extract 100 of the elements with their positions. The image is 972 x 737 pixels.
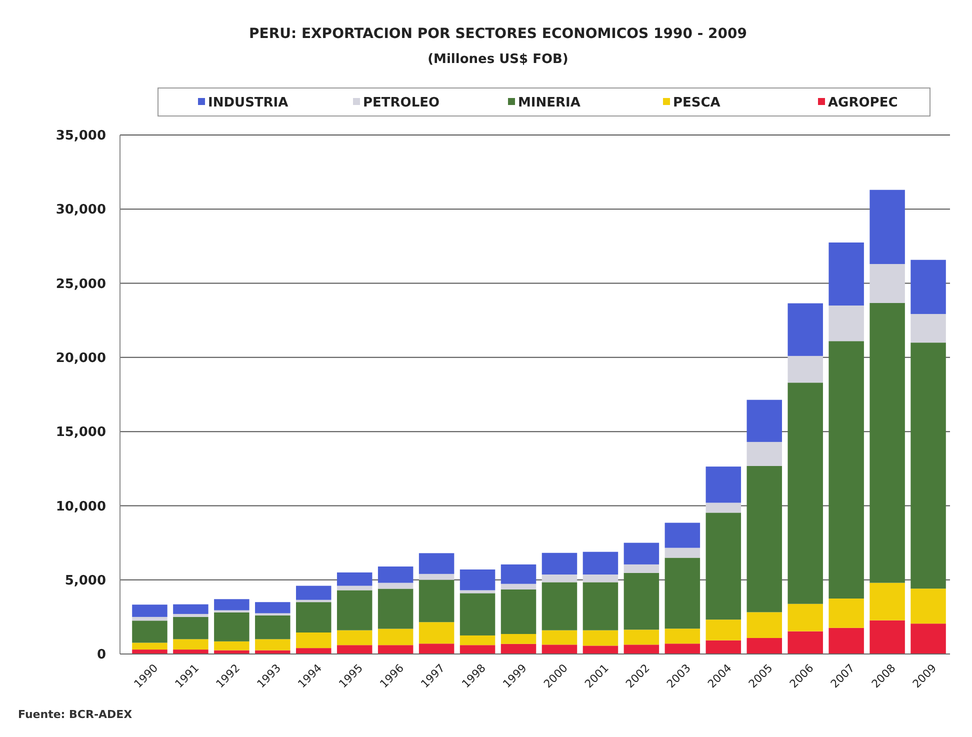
- bar: [173, 650, 208, 654]
- bar: [582, 552, 618, 575]
- y-tick-label: 30,000: [56, 202, 106, 218]
- bar: [706, 620, 742, 640]
- bar: [460, 593, 496, 636]
- bar: [582, 646, 618, 654]
- bar: [910, 342, 946, 589]
- bar: [624, 644, 660, 654]
- bar: [255, 639, 290, 650]
- y-tick-label: 20,000: [56, 350, 106, 366]
- bar: [255, 602, 290, 614]
- bar: [500, 589, 536, 634]
- legend-label: INDUSTRIA: [208, 96, 288, 111]
- bar: [910, 260, 946, 314]
- bar: [378, 628, 414, 646]
- bar: [173, 639, 208, 650]
- y-tick-label: 15,000: [56, 425, 106, 440]
- bar: [378, 645, 414, 654]
- bar: [542, 644, 578, 654]
- bar: [746, 466, 782, 612]
- bar: [828, 242, 864, 306]
- bar: [828, 628, 864, 654]
- bar: [418, 622, 454, 644]
- bar: [500, 564, 536, 584]
- bar: [214, 612, 250, 642]
- bar: [460, 569, 496, 590]
- bar: [706, 502, 742, 513]
- bar: [500, 644, 536, 654]
- bar: [582, 582, 618, 630]
- bar: [336, 645, 372, 654]
- bar: [706, 512, 742, 620]
- bar: [378, 582, 414, 589]
- bar: [460, 590, 496, 594]
- bar: [664, 628, 700, 644]
- y-tick-label: 10,000: [56, 499, 106, 514]
- bar: [788, 604, 823, 632]
- bar: [624, 630, 660, 645]
- bar: [214, 599, 250, 610]
- bar: [132, 650, 168, 654]
- bar: [788, 356, 823, 383]
- bar: [828, 306, 864, 342]
- bar: [870, 190, 905, 264]
- legend-label: AGROPEC: [828, 96, 898, 111]
- bar: [336, 630, 372, 646]
- bar: [132, 620, 168, 643]
- bar: [624, 564, 660, 573]
- bar: [336, 590, 372, 630]
- bar: [418, 644, 454, 654]
- bar: [296, 648, 332, 654]
- bar: [296, 602, 332, 632]
- chart-subtitle: (Millones US$ FOB): [428, 52, 568, 67]
- bar: [664, 558, 700, 629]
- bar: [378, 566, 414, 583]
- bar: [296, 586, 332, 600]
- bar: [746, 442, 782, 466]
- bar: [706, 466, 742, 503]
- bar: [542, 582, 578, 630]
- bar: [542, 574, 578, 582]
- bar: [910, 624, 946, 654]
- bar: [500, 584, 536, 590]
- bar: [788, 631, 823, 654]
- bar: [788, 382, 823, 604]
- bar: [418, 580, 454, 622]
- y-tick-label: 25,000: [56, 276, 106, 292]
- bar: [746, 638, 782, 654]
- source-note: Fuente: BCR-ADEX: [18, 708, 133, 721]
- bar: [500, 634, 536, 644]
- bar: [378, 588, 414, 629]
- bar: [828, 598, 864, 628]
- bar: [418, 553, 454, 574]
- bar: [173, 614, 208, 617]
- bar: [582, 574, 618, 582]
- bar: [542, 552, 578, 575]
- bar: [173, 616, 208, 640]
- bar: [910, 588, 946, 624]
- bar: [132, 604, 168, 617]
- bar: [870, 303, 905, 583]
- bar: [624, 572, 660, 630]
- bar: [460, 635, 496, 646]
- bar: [870, 620, 905, 654]
- bar: [910, 314, 946, 343]
- bar: [746, 400, 782, 442]
- bar: [664, 644, 700, 654]
- bar: [132, 616, 168, 621]
- bar: [132, 642, 168, 650]
- bar: [664, 522, 700, 548]
- bar: [336, 572, 372, 586]
- y-tick-label: 0: [96, 648, 106, 663]
- bar: [418, 574, 454, 580]
- bar: [664, 548, 700, 558]
- bar: [788, 303, 823, 356]
- bar: [582, 630, 618, 646]
- bar: [870, 582, 905, 620]
- bar: [255, 615, 290, 640]
- bar: [460, 645, 496, 654]
- legend-label: MINERIA: [518, 96, 580, 111]
- bar: [296, 632, 332, 648]
- bar: [746, 612, 782, 638]
- legend-label: PETROLEO: [363, 96, 440, 111]
- bar: [542, 630, 578, 645]
